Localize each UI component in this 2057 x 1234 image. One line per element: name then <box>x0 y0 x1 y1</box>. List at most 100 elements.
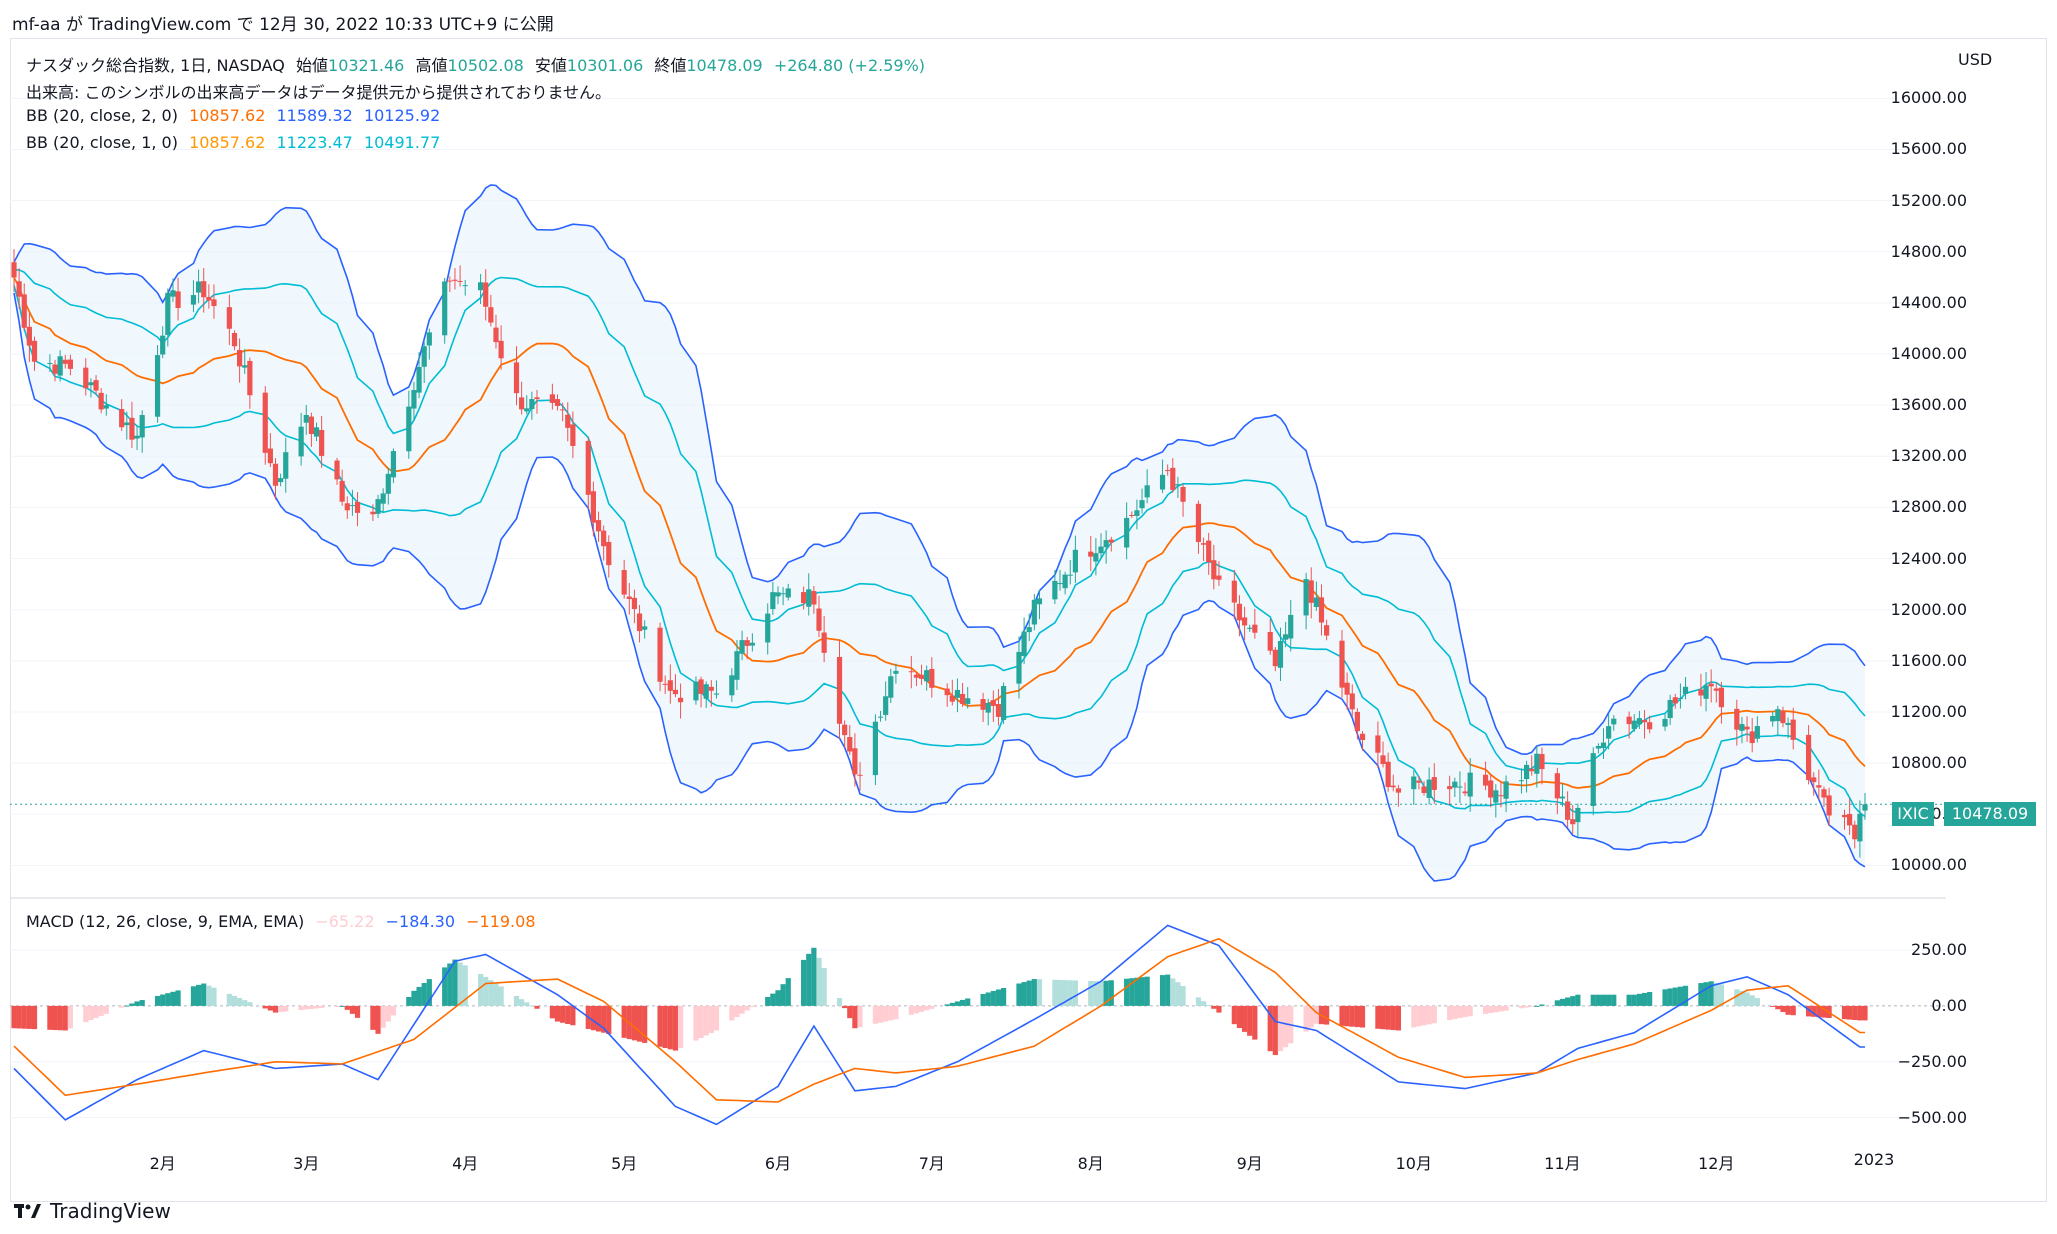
legend-bb2-name: BB (20, close, 2, 0) <box>26 106 178 125</box>
legend-bb1[interactable]: BB (20, close, 1, 0) 10857.62 11223.47 1… <box>26 133 446 152</box>
candle-body <box>411 390 417 409</box>
macd-histogram-bar <box>749 1005 755 1007</box>
macd-histogram-bar <box>1816 1005 1822 1018</box>
candle-body <box>483 282 489 307</box>
candle-body <box>990 700 996 706</box>
candle-body <box>1452 781 1458 788</box>
candle-body <box>1739 724 1745 731</box>
macd-histogram-bar <box>1805 1005 1812 1017</box>
macd-histogram-bar <box>1698 983 1704 1006</box>
legend-bb1-name: BB (20, close, 1, 0) <box>26 133 178 152</box>
candle-body <box>1431 777 1437 790</box>
macd-histogram-bar <box>160 994 166 1006</box>
legend-macd[interactable]: MACD (12, 26, close, 9, EMA, EMA) −65.22… <box>26 912 542 931</box>
candle-body <box>349 505 356 507</box>
macd-histogram-bar <box>1841 1005 1848 1020</box>
macd-histogram-bar <box>1247 1005 1253 1036</box>
macd-histogram-bar <box>26 1005 32 1029</box>
candle-body <box>226 307 232 329</box>
candle-body <box>334 460 340 480</box>
currency-label: USD <box>1958 50 1993 69</box>
candle-body <box>88 382 94 386</box>
candle-body <box>426 332 432 346</box>
macd-histogram-bar <box>390 1005 397 1016</box>
macd-pane <box>10 924 1946 1126</box>
candle-body <box>1247 627 1253 629</box>
macd-histogram-bar <box>1811 1005 1817 1017</box>
chart-frame[interactable] <box>10 38 2047 1202</box>
candle-body <box>1503 781 1509 799</box>
macd-histogram-bar <box>1339 1005 1345 1026</box>
macd-histogram-bar <box>447 963 453 1006</box>
macd-histogram-bar <box>1324 1005 1330 1025</box>
macd-histogram-bar <box>211 987 217 1006</box>
candle-body <box>816 608 822 631</box>
macd-histogram-bar <box>1611 994 1617 1006</box>
macd-histogram-bar <box>1129 978 1135 1006</box>
candle-body <box>242 365 248 368</box>
macd-histogram-bar <box>272 1005 279 1013</box>
candle-body <box>1816 785 1822 788</box>
candle-body <box>488 307 494 323</box>
macd-histogram-bar <box>493 983 499 1006</box>
macd-histogram-bar <box>601 1005 607 1033</box>
macd-histogram-bar <box>283 1005 289 1012</box>
candle-body <box>693 681 699 701</box>
candle-body <box>1088 551 1094 557</box>
candle-body <box>1447 786 1453 790</box>
macd-histogram-bar <box>677 1005 684 1049</box>
macd-histogram-bar <box>621 1005 627 1038</box>
candle-body <box>1195 503 1202 542</box>
candle-body <box>749 642 755 646</box>
legend-bb2[interactable]: BB (20, close, 2, 0) 10857.62 11589.32 1… <box>26 106 446 125</box>
macd-histogram-bar <box>1749 995 1755 1006</box>
legend-main[interactable]: ナスダック総合指数, 1日, NASDAQ 始値10321.46 高値10502… <box>26 52 931 76</box>
macd-histogram-bar <box>1211 1005 1217 1009</box>
macd-histogram-bar <box>1421 1005 1427 1026</box>
footer-brand[interactable]: TradingView <box>14 1199 171 1223</box>
candle-body <box>1826 795 1832 816</box>
macd-histogram-bar <box>1636 993 1642 1006</box>
macd-histogram-bar <box>354 1005 361 1018</box>
candle-body <box>1482 774 1489 786</box>
candle-body <box>595 520 602 532</box>
macd-histogram-bar <box>1703 982 1709 1006</box>
macd-histogram-bar <box>662 1005 668 1049</box>
macd-histogram-bar <box>965 998 971 1006</box>
candle-body <box>872 721 879 776</box>
candle-body <box>154 355 161 417</box>
candle-body <box>447 280 453 282</box>
macd-histogram-bar <box>344 1005 350 1010</box>
macd-histogram-bar <box>693 1005 699 1041</box>
macd-histogram-bar <box>924 1005 930 1011</box>
candle-body <box>672 689 679 695</box>
macd-axis-tick: −500.00 <box>1897 1107 1967 1127</box>
price-axis-tick: 12400.00 <box>1890 548 1967 568</box>
macd-histogram-bar <box>1482 1005 1489 1014</box>
price-axis-tick: 13600.00 <box>1890 395 1967 415</box>
time-axis-tick: 5月 <box>611 1154 638 1173</box>
macd-histogram-bar <box>908 1005 914 1015</box>
macd-histogram-bar <box>1790 1005 1796 1016</box>
candle-body <box>1590 753 1596 806</box>
candle-body <box>847 737 853 752</box>
candle-body <box>26 326 32 346</box>
macd-histogram-bar <box>1277 1005 1284 1052</box>
macd-histogram-bar <box>590 1005 596 1031</box>
macd-histogram-bar <box>442 967 448 1006</box>
macd-histogram-bar <box>1647 992 1653 1006</box>
candle-body <box>1062 574 1068 589</box>
macd-histogram-bar <box>339 1005 345 1007</box>
macd-histogram-bar <box>98 1005 104 1016</box>
bb-basis-line <box>13 277 1866 789</box>
macd-histogram-bar <box>1431 1005 1437 1024</box>
candle-body <box>1134 510 1140 516</box>
candle-body <box>949 695 955 702</box>
candle-body <box>416 367 422 393</box>
macd-histogram-bar <box>1385 1005 1391 1030</box>
macd-histogram-bar <box>524 1002 530 1006</box>
candle-body <box>1072 549 1078 573</box>
candle-body <box>1821 789 1827 798</box>
macd-histogram-bar <box>529 1005 535 1007</box>
